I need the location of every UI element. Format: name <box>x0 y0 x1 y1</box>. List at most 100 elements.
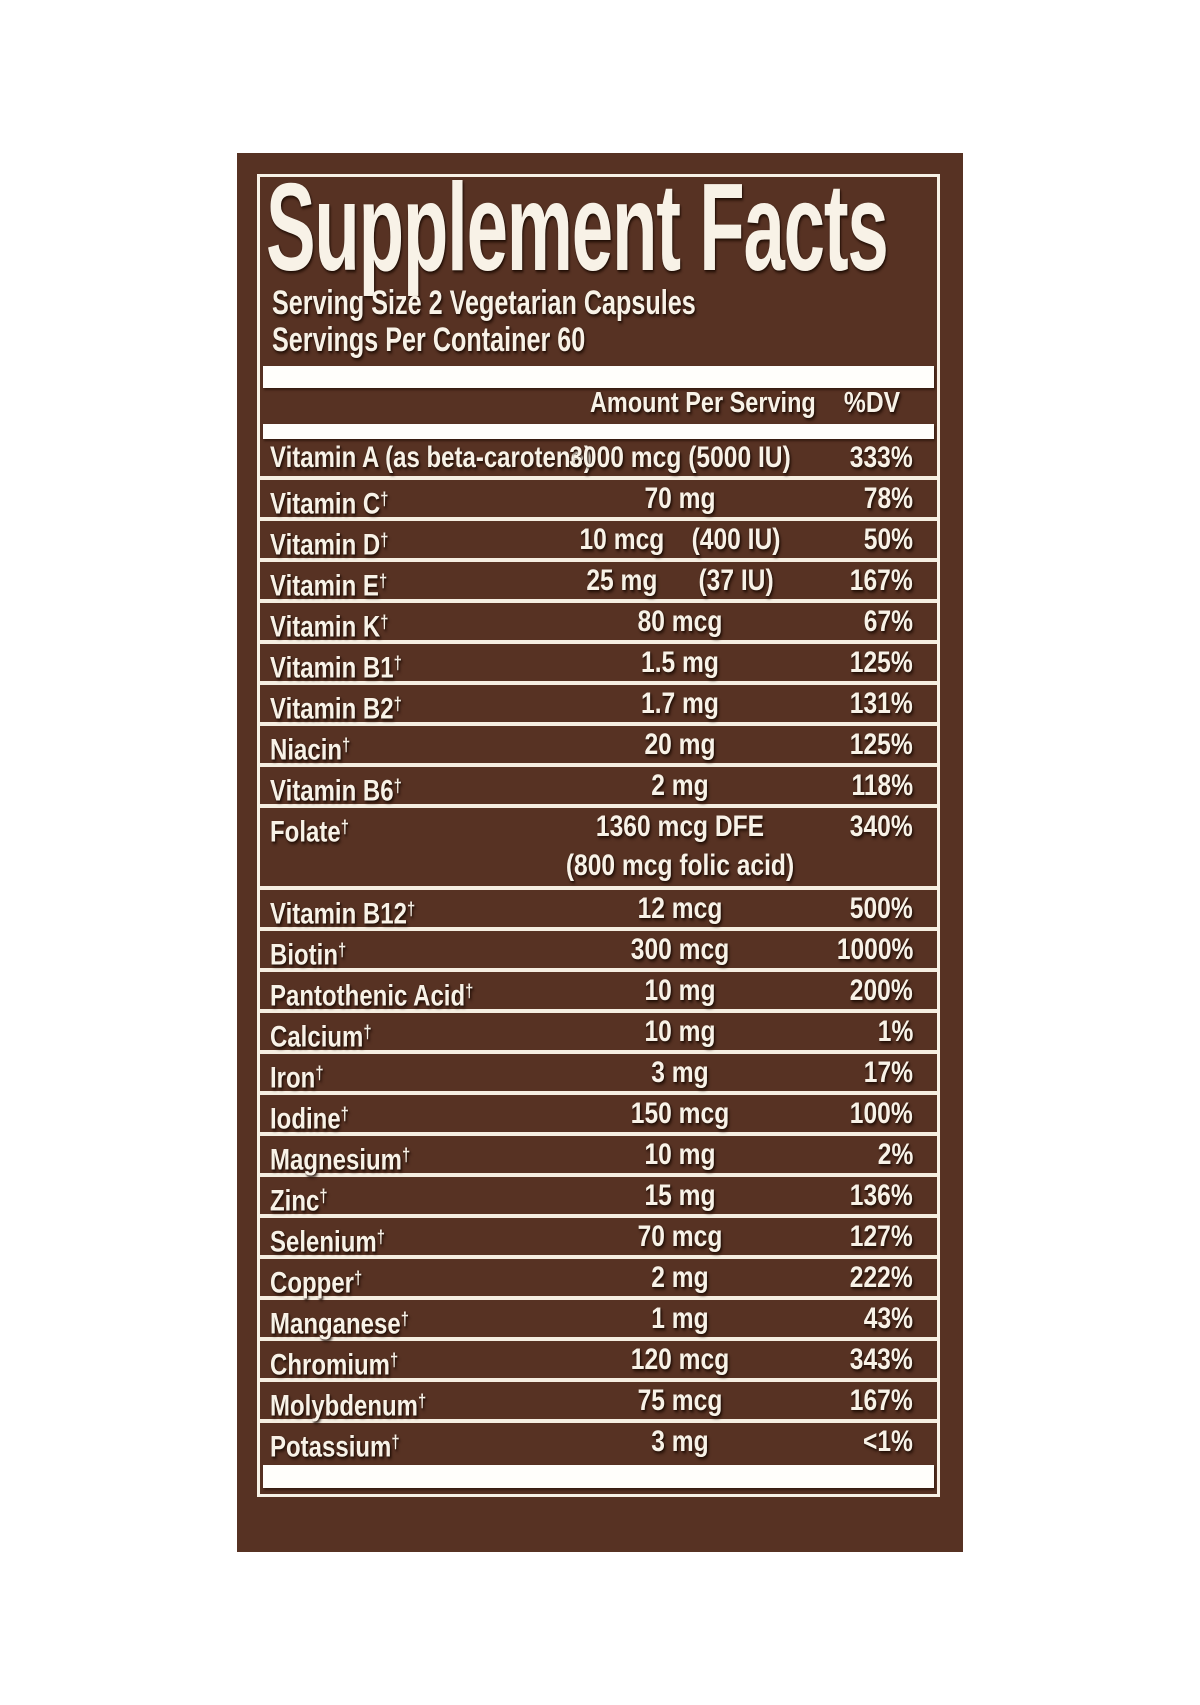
row-dv: 500% <box>850 892 913 925</box>
row-dv: 100% <box>850 1097 913 1130</box>
nutrient-row: Iodine† 150 mcg 100% <box>260 1095 937 1136</box>
row-amount: 3 mg <box>651 1425 709 1458</box>
row-dv: 118% <box>851 769 913 802</box>
row-line: Vitamin B2† 1.7 mg 131% <box>260 685 937 725</box>
row-amount: 10 mcg (400 IU) <box>579 523 781 556</box>
dagger-symbol: † <box>315 1062 324 1083</box>
row-line: Pantothenic Acid† 10 mg 200% <box>260 972 937 1012</box>
row-dv: 340% <box>850 810 913 843</box>
row-line: Niacin† 20 mg 125% <box>260 726 937 766</box>
nutrient-row: Molybdenum† 75 mcg 167% <box>260 1382 937 1423</box>
nutrient-row: Copper† 2 mg 222% <box>260 1259 937 1300</box>
row-name: Manganese† <box>270 1307 409 1341</box>
row-amount: 25 mg (37 IU) <box>586 564 774 597</box>
row-name: Zinc† <box>270 1184 328 1218</box>
row-line: Chromium† 120 mcg 343% <box>260 1341 937 1381</box>
row-dv: 1% <box>877 1015 913 1048</box>
row-dv: 43% <box>863 1302 913 1335</box>
row-dv: 167% <box>850 564 913 597</box>
amount-per-serving-header: Amount Per Serving <box>590 387 816 419</box>
row-dv: 131% <box>850 687 913 720</box>
row-dv: 17% <box>863 1056 913 1089</box>
row-name: Magnesium† <box>270 1143 411 1177</box>
row-name: Vitamin B12† <box>270 897 416 931</box>
dagger-symbol: † <box>465 980 474 1001</box>
row-name: Vitamin B2† <box>270 692 402 726</box>
nutrient-row: Manganese† 1 mg 43% <box>260 1300 937 1341</box>
nutrient-row: Biotin† 300 mcg 1000% <box>260 931 937 972</box>
row-amount: 2 mg <box>651 769 709 802</box>
row-name: Copper† <box>270 1266 363 1300</box>
row-name: Iron† <box>270 1061 324 1095</box>
row-line: Molybdenum† 75 mcg 167% <box>260 1382 937 1422</box>
row-amount: 3000 mcg (5000 IU) <box>569 441 791 474</box>
nutrient-row: Vitamin E† 25 mg (37 IU) 167% <box>260 562 937 603</box>
row-line: Iodine† 150 mcg 100% <box>260 1095 937 1135</box>
nutrient-row: Potassium† 3 mg <1% <box>260 1423 937 1464</box>
dagger-symbol: † <box>390 1349 399 1370</box>
nutrient-row: Pantothenic Acid† 10 mg 200% <box>260 972 937 1013</box>
row-amount: 2 mg <box>651 1261 709 1294</box>
row-line: Vitamin D† 10 mcg (400 IU) 50% <box>260 521 937 561</box>
row-amount: 1 mg <box>651 1302 709 1335</box>
dagger-symbol: † <box>380 529 389 550</box>
dagger-symbol: † <box>342 734 351 755</box>
row-line: Manganese† 1 mg 43% <box>260 1300 937 1340</box>
row-name: Biotin† <box>270 938 347 972</box>
row-line: Vitamin B1† 1.5 mg 125% <box>260 644 937 684</box>
nutrient-row: Vitamin C† 70 mg 78% <box>260 480 937 521</box>
row-line-secondary: (800 mcg folic acid) <box>260 847 937 886</box>
row-line: Magnesium† 10 mg 2% <box>260 1136 937 1176</box>
row-amount: 10 mg <box>644 1015 716 1048</box>
row-name: Vitamin K† <box>270 610 389 644</box>
row-name: Vitamin A (as beta-carotene) <box>270 441 592 474</box>
nutrient-row: Vitamin B2† 1.7 mg 131% <box>260 685 937 726</box>
dagger-symbol: † <box>340 816 349 837</box>
row-amount: (800 mcg folic acid) <box>565 849 795 882</box>
row-line: Potassium† 3 mg <1% <box>260 1423 937 1463</box>
row-amount: 20 mg <box>644 728 716 761</box>
row-amount: 70 mcg <box>637 1220 723 1253</box>
row-name: Vitamin B1† <box>270 651 402 685</box>
dagger-symbol: † <box>376 1226 385 1247</box>
percent-dv-header: %DV <box>843 387 900 419</box>
row-dv: 67% <box>863 605 913 638</box>
row-amount: 10 mg <box>644 1138 716 1171</box>
row-dv: <1% <box>863 1425 913 1458</box>
nutrient-row: Vitamin B1† 1.5 mg 125% <box>260 644 937 685</box>
row-dv: 333% <box>850 441 913 474</box>
nutrient-row: Folate† 1360 mcg DFE 340% (800 mcg folic ac… <box>260 808 937 890</box>
nutrient-row: Iron† 3 mg 17% <box>260 1054 937 1095</box>
row-line: Vitamin K† 80 mcg 67% <box>260 603 937 643</box>
nutrient-row: Vitamin B6† 2 mg 118% <box>260 767 937 808</box>
nutrient-row: Vitamin D† 10 mcg (400 IU) 50% <box>260 521 937 562</box>
row-dv: 1000% <box>836 933 913 966</box>
row-name: Vitamin D† <box>270 528 389 562</box>
row-name: Vitamin C† <box>270 487 389 521</box>
row-line: Iron† 3 mg 17% <box>260 1054 937 1094</box>
dagger-symbol: † <box>393 775 402 796</box>
nutrient-row: Chromium† 120 mcg 343% <box>260 1341 937 1382</box>
row-dv: 222% <box>850 1261 913 1294</box>
nutrient-row: Calcium† 10 mg 1% <box>260 1013 937 1054</box>
row-name: Molybdenum† <box>270 1389 427 1423</box>
row-line: Vitamin A (as beta-carotene) 3000 mcg (50… <box>260 439 937 476</box>
dagger-symbol: † <box>400 1308 409 1329</box>
servings-per-container-text: Servings Per Container 60 <box>272 321 586 359</box>
row-dv: 200% <box>850 974 913 1007</box>
row-dv: 167% <box>850 1384 913 1417</box>
dagger-symbol: † <box>402 1144 411 1165</box>
row-dv: 125% <box>850 646 913 679</box>
row-name: Iodine† <box>270 1102 349 1136</box>
nutrient-row: Niacin† 20 mg 125% <box>260 726 937 767</box>
row-line: Vitamin B6† 2 mg 118% <box>260 767 937 807</box>
supplement-facts-panel: Supplement Facts Serving Size 2 Vegetari… <box>237 153 963 1552</box>
nutrient-row: Vitamin A (as beta-carotene) 3000 mcg (50… <box>260 439 937 480</box>
row-amount: 1.5 mg <box>641 646 719 679</box>
columns-header: Amount Per Serving %DV <box>260 388 937 418</box>
serving-size-text: Serving Size 2 Vegetarian Capsules <box>272 284 696 322</box>
row-dv: 78% <box>863 482 913 515</box>
dagger-symbol: † <box>393 693 402 714</box>
dagger-symbol: † <box>406 898 416 919</box>
